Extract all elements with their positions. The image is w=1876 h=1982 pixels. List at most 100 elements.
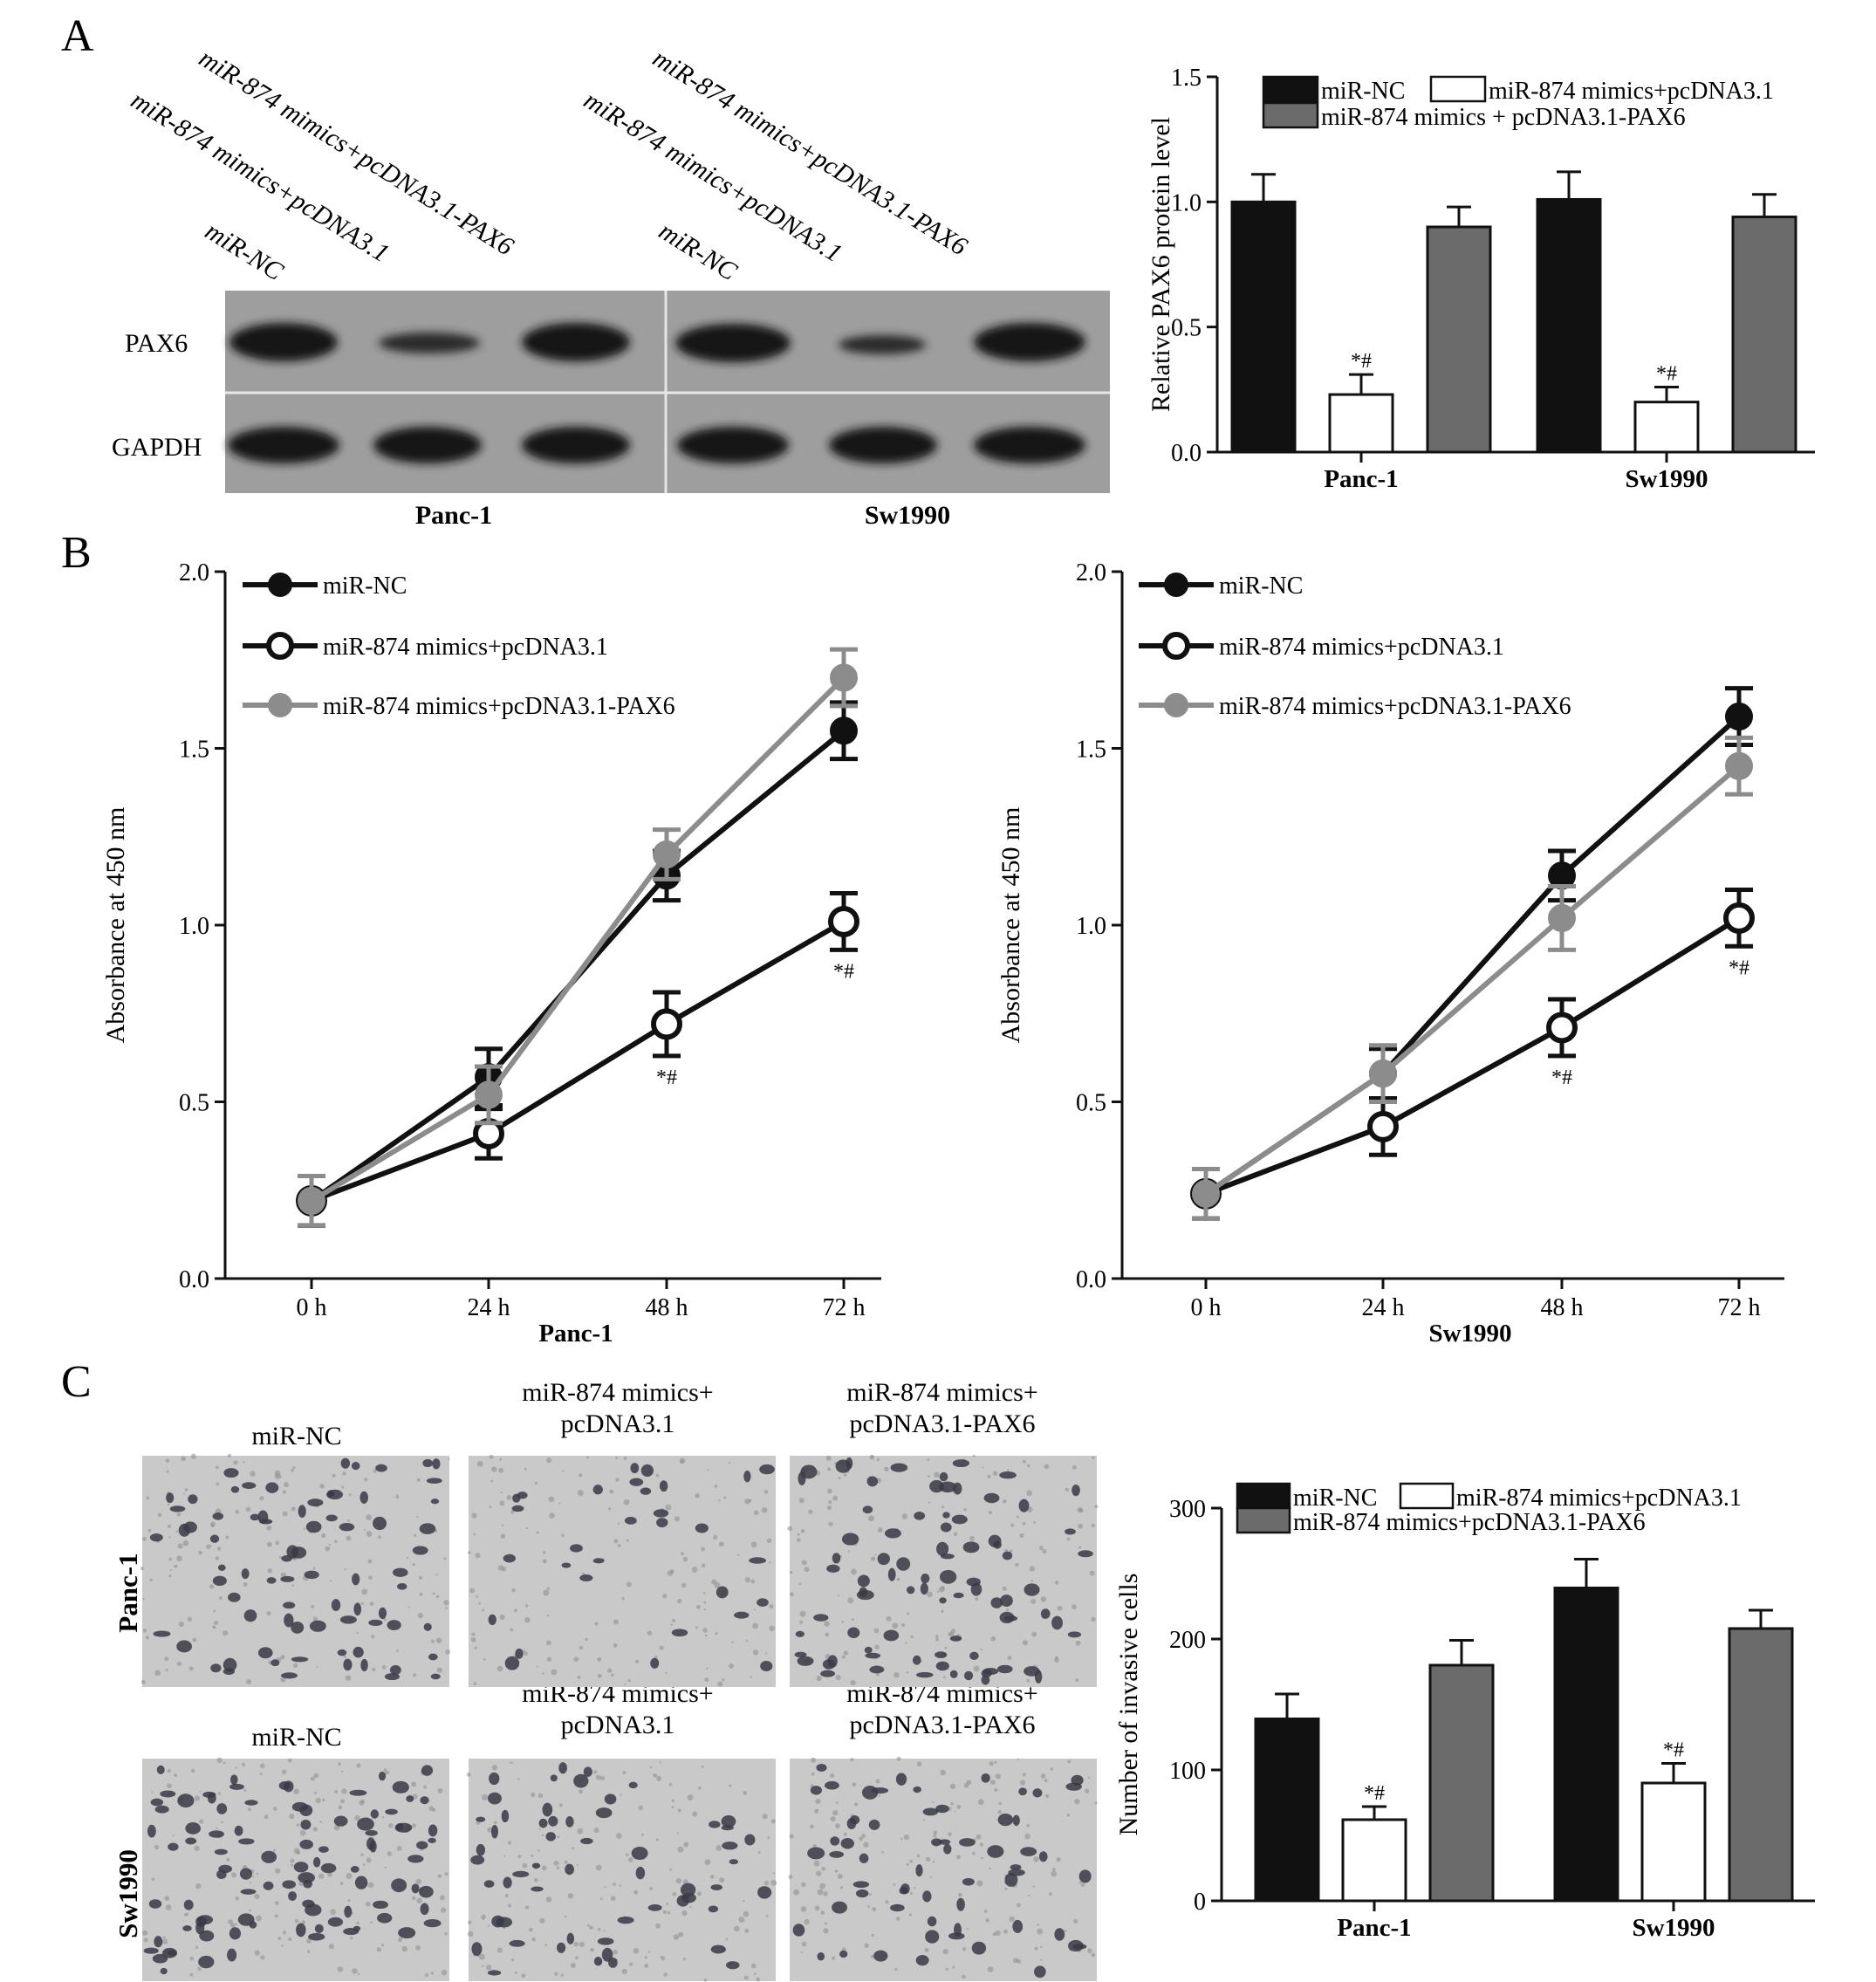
pore xyxy=(259,1496,264,1501)
cell xyxy=(1038,1851,1048,1862)
cell xyxy=(899,1887,908,1895)
cell xyxy=(352,1573,360,1586)
pore xyxy=(753,1972,757,1976)
cell xyxy=(846,1457,853,1470)
cell xyxy=(617,1916,634,1924)
pore xyxy=(1091,1616,1096,1622)
cell xyxy=(760,1661,773,1671)
pore xyxy=(801,1882,806,1888)
pore xyxy=(695,1626,698,1629)
cell xyxy=(286,1545,299,1559)
pore xyxy=(997,1810,1002,1814)
x-tick-label: Panc-1 xyxy=(1324,465,1398,493)
pore xyxy=(573,1656,579,1663)
pore xyxy=(910,1635,914,1639)
cell xyxy=(512,1870,530,1878)
pore xyxy=(644,1963,649,1968)
pore xyxy=(1074,1798,1080,1805)
cell xyxy=(210,1663,222,1673)
cell xyxy=(852,1881,870,1889)
pore xyxy=(850,1679,856,1686)
pore xyxy=(339,1882,344,1885)
cell xyxy=(188,1494,198,1505)
pore xyxy=(589,1925,593,1931)
pore xyxy=(287,1758,292,1763)
pore xyxy=(909,1859,914,1863)
pore xyxy=(811,1757,817,1763)
pore xyxy=(292,1663,298,1668)
cell xyxy=(873,1950,888,1962)
cell xyxy=(1008,1869,1025,1876)
cell xyxy=(884,1528,901,1539)
pore xyxy=(412,1563,415,1567)
micrograph xyxy=(141,1757,449,1981)
pore xyxy=(769,1604,774,1609)
pore xyxy=(753,1510,759,1516)
cell xyxy=(239,1868,252,1880)
pore xyxy=(482,1608,485,1612)
cell xyxy=(914,1512,926,1520)
pore xyxy=(140,1566,145,1571)
pore xyxy=(536,1531,539,1534)
cell xyxy=(656,1518,668,1528)
cell xyxy=(915,1954,929,1966)
cell xyxy=(829,1851,845,1858)
pore xyxy=(1078,1523,1084,1529)
micro-label-line: pcDNA3.1-PAX6 xyxy=(849,1711,1035,1739)
cell xyxy=(913,1786,921,1793)
pore xyxy=(256,1915,262,1922)
pore xyxy=(820,1910,825,1915)
cell xyxy=(708,1905,719,1913)
pore xyxy=(476,1460,483,1467)
y-tick-label: 0.5 xyxy=(1076,1090,1106,1117)
pore xyxy=(383,1768,387,1772)
pore xyxy=(395,1495,400,1499)
cell xyxy=(349,1789,367,1796)
cell xyxy=(725,1961,740,1970)
cell xyxy=(284,1613,294,1628)
pore xyxy=(1022,1773,1026,1777)
pore xyxy=(757,1850,761,1854)
pore xyxy=(801,1560,807,1566)
pore xyxy=(744,1928,750,1933)
pore xyxy=(413,1673,417,1677)
pore xyxy=(1009,1916,1015,1923)
pore xyxy=(729,1784,732,1787)
pore xyxy=(199,1791,202,1793)
pore xyxy=(491,1765,498,1771)
cell xyxy=(983,1668,999,1676)
pore xyxy=(381,1944,385,1947)
cell xyxy=(841,1533,859,1546)
cell xyxy=(227,1948,237,1962)
pore xyxy=(900,1623,906,1628)
pore xyxy=(832,1495,839,1501)
legend-swatch xyxy=(1262,75,1319,103)
pore xyxy=(666,1902,668,1905)
cell xyxy=(949,1636,962,1642)
pore xyxy=(553,1860,559,1866)
cell xyxy=(261,1850,277,1863)
pore xyxy=(1071,1604,1077,1610)
pore xyxy=(504,1894,509,1898)
pore xyxy=(800,1528,805,1533)
pore xyxy=(361,1588,368,1595)
pore xyxy=(597,1656,602,1662)
pore xyxy=(677,1598,682,1604)
cell xyxy=(270,1659,280,1667)
pore xyxy=(835,1823,840,1829)
cell xyxy=(864,1646,873,1654)
pore xyxy=(870,1556,876,1561)
pore xyxy=(517,1855,522,1859)
pore xyxy=(933,1834,937,1838)
pore xyxy=(470,1637,476,1643)
pore xyxy=(340,1799,346,1804)
pore xyxy=(506,1494,512,1500)
pore xyxy=(418,1575,422,1581)
cell xyxy=(395,1823,404,1831)
cell xyxy=(542,1802,553,1817)
cell xyxy=(243,1609,257,1622)
legend-label: miR-NC xyxy=(1293,1485,1377,1512)
cell xyxy=(370,1809,380,1819)
pore xyxy=(671,1799,674,1802)
pore xyxy=(347,1519,350,1522)
